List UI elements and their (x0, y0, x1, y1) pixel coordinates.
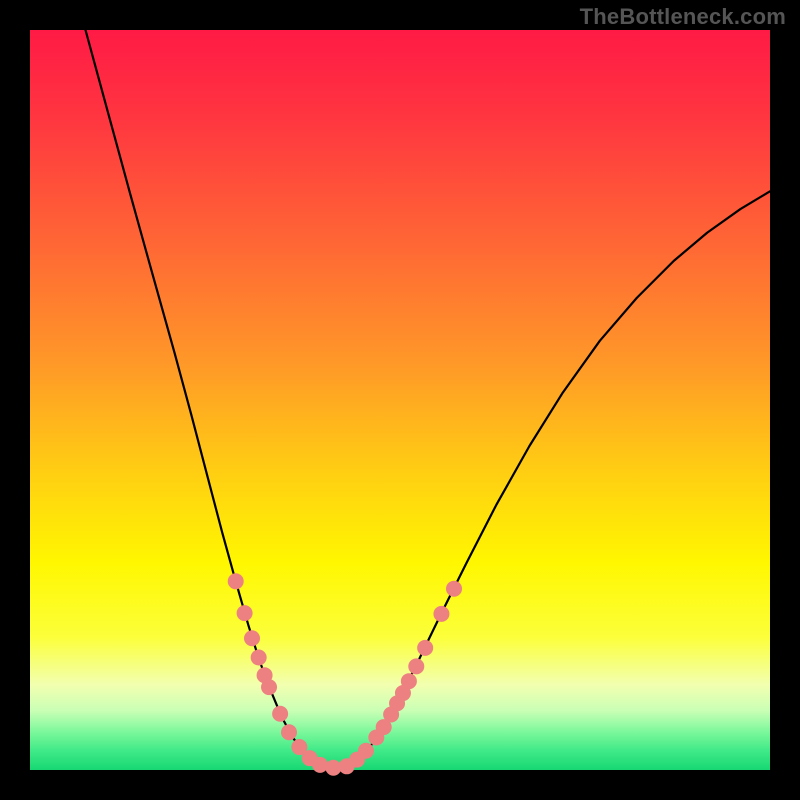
data-marker (228, 573, 244, 589)
data-marker (417, 640, 433, 656)
data-marker (446, 581, 462, 597)
plot-area (30, 30, 770, 770)
bottleneck-chart (0, 0, 800, 800)
data-marker (312, 757, 328, 773)
data-marker (281, 724, 297, 740)
data-marker (358, 743, 374, 759)
data-marker (251, 650, 267, 666)
watermark-text: TheBottleneck.com (580, 4, 786, 30)
data-marker (261, 679, 277, 695)
data-marker (272, 706, 288, 722)
data-marker (408, 658, 424, 674)
data-marker (237, 605, 253, 621)
data-marker (244, 630, 260, 646)
data-marker (401, 673, 417, 689)
data-marker (433, 606, 449, 622)
chart-container: TheBottleneck.com (0, 0, 800, 800)
